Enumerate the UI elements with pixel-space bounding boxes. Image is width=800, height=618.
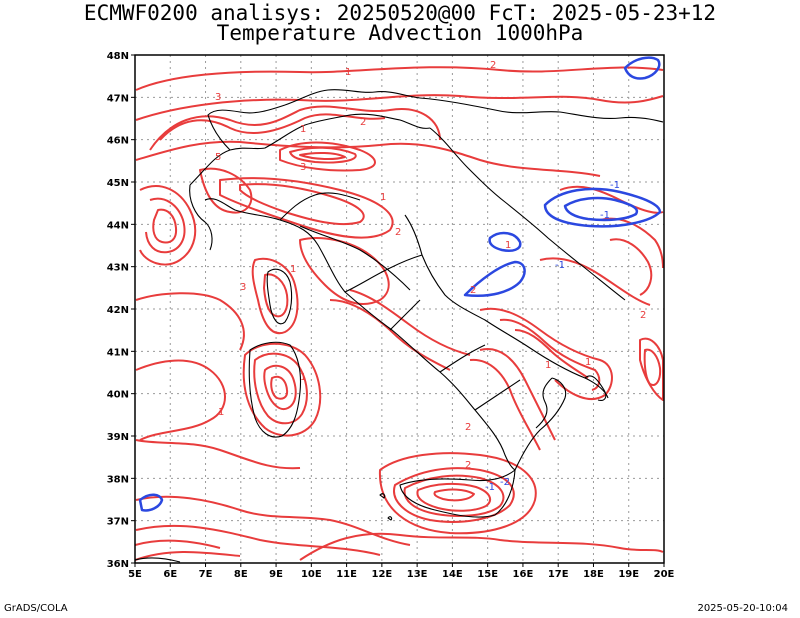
- lon-tick-label: 19E: [618, 569, 639, 580]
- lat-tick-label: 40N: [107, 390, 129, 401]
- lon-tick-label: 20E: [654, 569, 675, 580]
- lon-tick-label: 5E: [128, 569, 142, 580]
- lon-tick-label: 8E: [234, 569, 248, 580]
- lat-tick-label: 37N: [107, 517, 129, 528]
- contour-label: -1: [555, 260, 565, 271]
- contour-label: 1: [290, 264, 296, 275]
- timestamp: 2025-05-20-10:04: [697, 603, 788, 614]
- latitude-axis: 36N 37N 38N 39N 40N 41N 42N 43N 44N 45N 46N 47N 48N: [107, 51, 135, 570]
- lat-tick-label: 38N: [107, 474, 129, 485]
- contour-label: -1: [485, 482, 495, 493]
- contour-label: 2: [470, 285, 476, 296]
- contour-label: -1: [600, 210, 610, 221]
- lon-tick-label: 14E: [442, 569, 463, 580]
- lon-tick-label: 13E: [407, 569, 428, 580]
- lat-tick-label: 45N: [107, 178, 129, 189]
- software-credit: GrADS/COLA: [4, 603, 68, 614]
- contour-label: -2: [500, 477, 510, 488]
- contour-label: 1: [585, 357, 591, 368]
- coastlines-and-borders: [135, 89, 664, 563]
- lat-tick-label: 44N: [107, 220, 129, 231]
- lon-tick-label: 18E: [583, 569, 604, 580]
- lon-tick-label: 10E: [301, 569, 322, 580]
- contour-label: 1: [300, 372, 306, 383]
- lon-tick-label: 7E: [199, 569, 213, 580]
- contour-labels: 1 2 3 5 1 2 3 1 2 1 1 2 3 1 2 -1 -2 -1 -1 -1 1 2 1 1 2: [215, 60, 646, 493]
- contour-label: 3: [215, 92, 221, 103]
- map-subtitle: Temperature Advection 1000hPa: [216, 21, 584, 45]
- lat-tick-label: 36N: [107, 559, 129, 570]
- lon-tick-label: 15E: [477, 569, 498, 580]
- graticule: [135, 55, 664, 563]
- lat-tick-label: 42N: [107, 305, 129, 316]
- lon-tick-label: 11E: [336, 569, 357, 580]
- contour-label: 2: [465, 460, 471, 471]
- lat-tick-label: 43N: [107, 263, 129, 274]
- contour-label: -1: [610, 180, 620, 191]
- lat-tick-label: 48N: [107, 51, 129, 62]
- contour-label: 1: [345, 67, 351, 78]
- contour-label: 1: [545, 360, 551, 371]
- contour-label: 1: [505, 240, 511, 251]
- contour-label: 2: [490, 60, 496, 71]
- contour-label: 2: [395, 227, 401, 238]
- lat-tick-label: 41N: [107, 347, 129, 358]
- lon-tick-label: 16E: [513, 569, 534, 580]
- lon-tick-label: 12E: [371, 569, 392, 580]
- contour-label: 5: [215, 152, 221, 163]
- lon-tick-label: 6E: [163, 569, 177, 580]
- lat-tick-label: 46N: [107, 136, 129, 147]
- lon-tick-label: 17E: [548, 569, 569, 580]
- contour-label: 1: [218, 407, 224, 418]
- contour-label: 2: [465, 422, 471, 433]
- lon-tick-label: 9E: [269, 569, 283, 580]
- positive-advection-contours: [135, 66, 664, 561]
- contour-label: 1: [300, 124, 306, 135]
- map-title: ECMWF0200 analisys: 20250520@00 FcT: 202…: [83, 1, 717, 25]
- contour-label: 2: [640, 310, 646, 321]
- lat-tick-label: 47N: [107, 93, 129, 104]
- contour-label: 1: [380, 192, 386, 203]
- contour-label: 2: [360, 117, 366, 128]
- negative-advection-contours: [138, 56, 662, 512]
- lat-tick-label: 39N: [107, 432, 129, 443]
- longitude-axis: 5E 6E 7E 8E 9E 10E 11E 12E 13E 14E 15E 16E 17E 18E 19E…: [128, 563, 675, 580]
- contour-label: 3: [300, 162, 306, 173]
- contour-label: 3: [240, 282, 246, 293]
